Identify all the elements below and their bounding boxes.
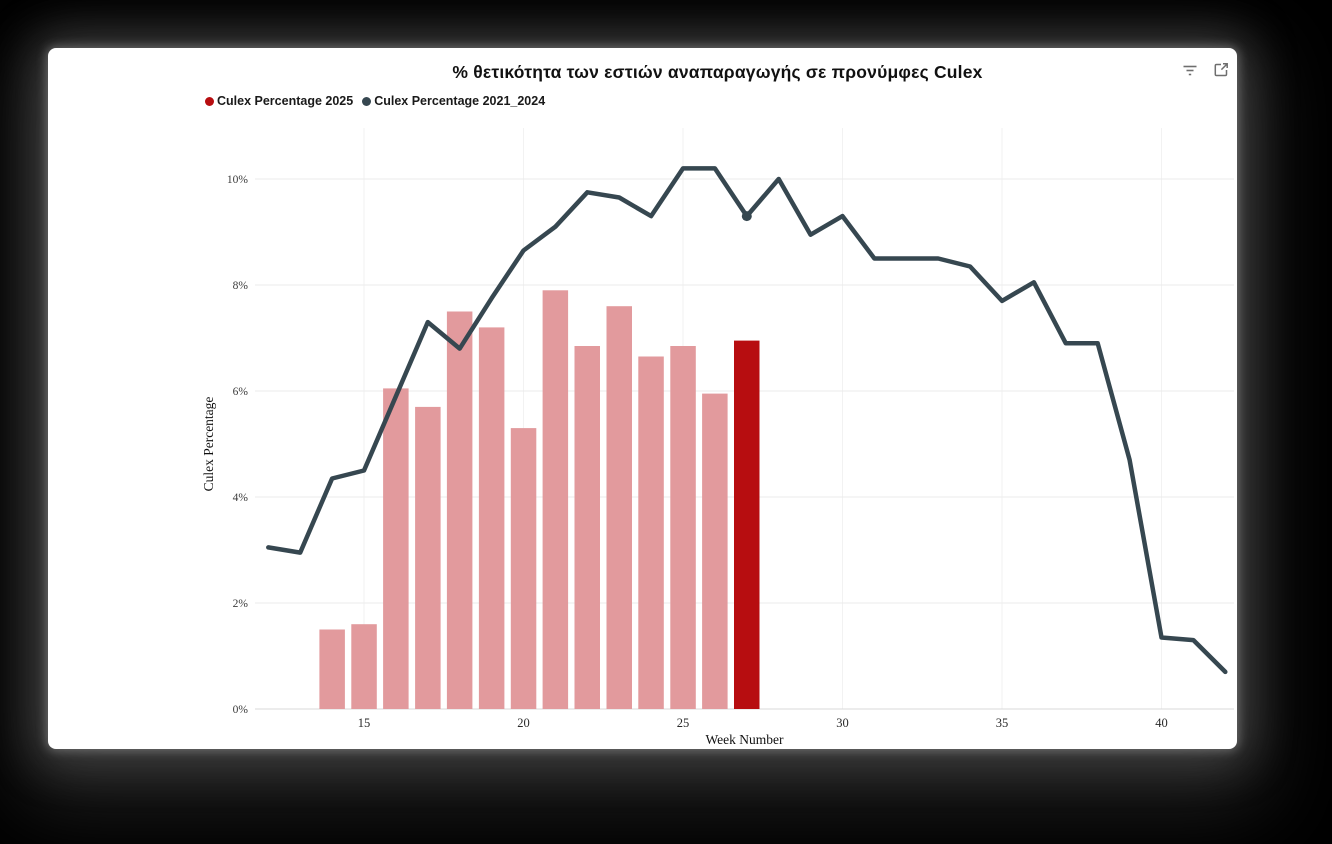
legend-marker-2025 [205,96,214,106]
legend-item-2025[interactable]: Culex Percentage 2025 [205,94,353,108]
y-tick-label: 8% [233,280,249,292]
legend-marker-2021-2024 [362,96,372,106]
bar-week-27[interactable] [734,340,760,709]
legend-item-2021-2024[interactable]: Culex Percentage 2021_2024 [362,94,545,108]
y-axis-title: Culex Percentage [201,397,216,492]
bar-week-15[interactable] [351,624,377,709]
bar-series-2025 [319,290,760,710]
chart-toolbar [1180,60,1231,80]
filter-icon[interactable] [1180,60,1200,80]
bar-week-25[interactable] [670,346,696,709]
x-tick-label: 25 [677,716,690,730]
x-tick-label: 15 [358,716,371,730]
chart-plot: 0% 2% 4% 6% 8% 10% 15 20 25 30 35 40 Week Number Cule… [201,128,1234,747]
bar-week-19[interactable] [478,327,505,709]
y-tick-label: 10% [227,174,249,186]
axis-ticks: 0% 2% 4% 6% 8% 10% 15 20 25 30 35 40 [227,174,1168,730]
legend-label-2021-2024: Culex Percentage 2021_2024 [374,94,546,108]
bar-week-24[interactable] [638,356,664,710]
bar-week-21[interactable] [542,290,569,709]
bar-week-20[interactable] [510,428,537,709]
line-point-marker[interactable] [741,211,752,222]
bar-week-23[interactable] [606,306,633,709]
legend-label-2025: Culex Percentage 2025 [217,94,354,108]
x-tick-label: 35 [996,716,1009,730]
bar-week-18[interactable] [446,311,473,710]
chart-card: % θετικότητα των εστιών αναπαραγωγής σε … [48,48,1237,749]
y-tick-label: 0% [233,704,249,716]
x-tick-label: 40 [1155,716,1168,730]
x-tick-label: 20 [517,716,530,730]
y-tick-label: 6% [233,386,249,398]
expand-icon[interactable] [1211,60,1231,80]
bar-week-26[interactable] [702,393,728,709]
bar-week-17[interactable] [415,406,441,709]
bar-week-22[interactable] [574,346,601,709]
bar-week-14[interactable] [319,629,345,710]
chart-legend: Culex Percentage 2025 Culex Percentage 2… [205,94,545,108]
x-tick-label: 30 [836,716,849,730]
x-axis-title: Week Number [705,732,784,747]
y-tick-label: 4% [233,492,249,504]
y-tick-label: 2% [233,598,249,610]
chart-title: % θετικότητα των εστιών αναπαραγωγής σε … [452,62,983,82]
bar-week-16[interactable] [383,388,409,709]
